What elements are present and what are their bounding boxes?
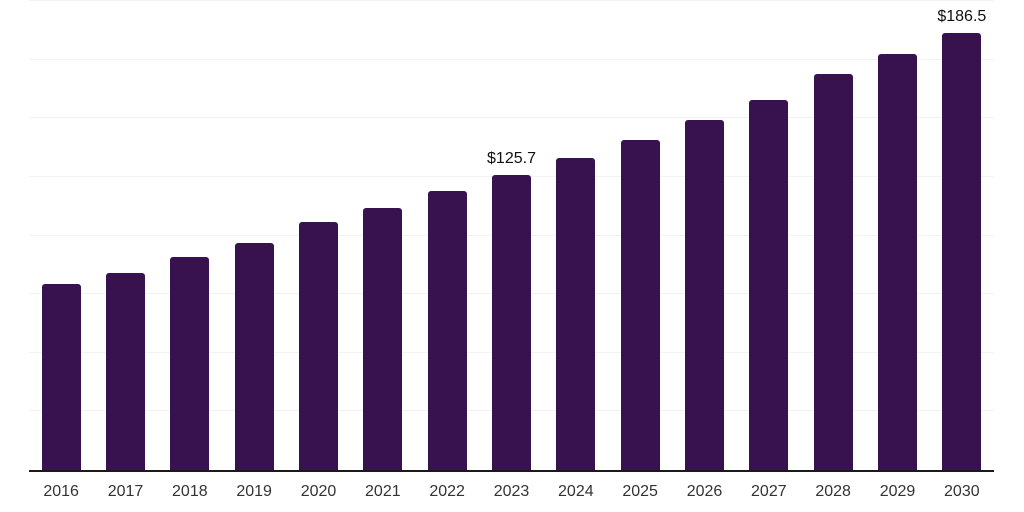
- x-tick-label-2021: 2021: [365, 483, 401, 500]
- x-tick-label-2025: 2025: [622, 483, 658, 500]
- gridline-200: [29, 0, 994, 1]
- bar-2016: [41, 283, 81, 470]
- gridline-175: [29, 58, 994, 60]
- x-axis-line: [29, 470, 994, 472]
- x-tick-label-2017: 2017: [107, 483, 144, 500]
- bar-2025: [620, 139, 660, 470]
- bar-2017: [106, 272, 145, 470]
- bar-value-label-2030: $186.5: [937, 7, 987, 25]
- bar-2020: [299, 221, 338, 470]
- x-tick-label-2024: 2024: [558, 483, 594, 500]
- x-tick-label-2016: 2016: [43, 483, 79, 500]
- bar-2021: [363, 207, 403, 470]
- x-tick-label-2029: 2029: [879, 483, 916, 500]
- bar-2019: [234, 243, 274, 470]
- x-tick-label-2028: 2028: [815, 483, 851, 500]
- bar-2023: [492, 175, 531, 470]
- bar-2029: [878, 54, 917, 470]
- bar-2027: [749, 99, 789, 470]
- x-tick-label-2027: 2027: [751, 483, 787, 500]
- x-tick-label-2020: 2020: [300, 483, 337, 500]
- x-tick-label-2018: 2018: [172, 483, 208, 500]
- bar-value-label-2023: $125.7: [487, 150, 536, 168]
- bar-2022: [427, 191, 467, 470]
- x-tick-label-2022: 2022: [429, 483, 465, 500]
- bar-2030: [942, 32, 982, 470]
- plot-area: $125.7 $186.5: [29, 0, 994, 470]
- bar-2026: [685, 119, 724, 470]
- bar-2028: [813, 74, 853, 470]
- bar-2018: [170, 257, 210, 470]
- x-tick-label-2019: 2019: [236, 483, 272, 500]
- gridline-150: [29, 117, 994, 119]
- x-tick-label-2026: 2026: [686, 483, 723, 500]
- bar-2024: [556, 158, 596, 470]
- x-tick-label-2030: 2030: [944, 483, 980, 500]
- x-tick-label-2023: 2023: [493, 483, 530, 500]
